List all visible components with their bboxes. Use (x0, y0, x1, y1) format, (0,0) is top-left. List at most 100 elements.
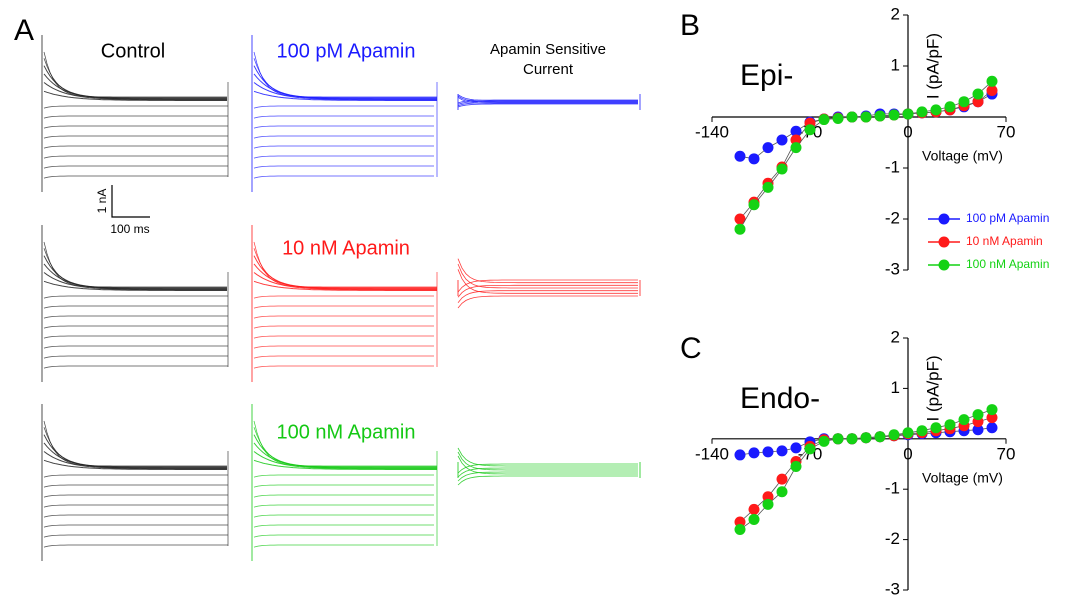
trace (457, 290, 638, 303)
data-point (776, 163, 788, 175)
trace (457, 96, 638, 104)
trace (43, 514, 228, 518)
data-point (846, 111, 858, 123)
data-point (944, 419, 956, 431)
trace (253, 315, 434, 319)
trace (253, 295, 434, 299)
trace (253, 51, 437, 98)
trace (43, 115, 228, 119)
data-point (762, 498, 774, 510)
trace (43, 135, 228, 139)
legend-label: 100 nM Apamin (966, 257, 1049, 271)
scale-bar (111, 185, 150, 218)
x-tick-label: 0 (903, 444, 912, 463)
trace (253, 325, 434, 329)
trace (253, 263, 437, 290)
data-point (748, 447, 760, 459)
trace (43, 325, 228, 329)
trace (43, 544, 228, 548)
data-point (762, 142, 774, 154)
trace (457, 455, 638, 475)
trace (253, 514, 434, 518)
trace (43, 248, 227, 289)
trace (457, 102, 638, 107)
x-axis-label: Voltage (mV) (922, 470, 1003, 486)
data-point (930, 422, 942, 434)
trace (43, 165, 228, 169)
trace (253, 58, 437, 99)
trace (43, 263, 227, 290)
data-point (748, 153, 760, 165)
trace (43, 534, 228, 538)
x-tick-label: 70 (997, 122, 1016, 141)
trace (43, 355, 228, 359)
trace (43, 295, 228, 299)
y-tick-label: -3 (885, 259, 900, 278)
trace (253, 155, 434, 159)
trace (43, 90, 227, 101)
y-tick-label: -2 (885, 529, 900, 548)
trace (43, 155, 228, 159)
data-point (916, 106, 928, 118)
trace (43, 272, 227, 291)
trace (253, 145, 434, 149)
trace (253, 534, 434, 538)
data-point (790, 142, 802, 154)
data-point (874, 110, 886, 122)
trace (43, 241, 227, 288)
scale-label: 100 ms (110, 222, 149, 236)
x-tick-label: -140 (695, 122, 729, 141)
trace (457, 99, 638, 104)
x-tick-label: -140 (695, 444, 729, 463)
column-title: Apamin Sensitive (490, 41, 606, 58)
data-point (972, 424, 984, 436)
x-tick-label: 70 (997, 444, 1016, 463)
data-point (748, 199, 760, 211)
trace (457, 451, 638, 471)
chart-title: Epi- (740, 59, 793, 92)
y-axis-label: I (pA/pF) (923, 33, 942, 99)
trace (253, 280, 437, 291)
y-tick-label: -1 (885, 479, 900, 498)
trace (253, 135, 434, 139)
y-tick-label: -2 (885, 208, 900, 227)
trace (253, 442, 437, 469)
trace (253, 73, 437, 100)
data-point (832, 433, 844, 445)
trace (43, 51, 227, 98)
trace (253, 451, 437, 470)
panel-label: C (680, 332, 702, 365)
trace (253, 524, 434, 528)
data-point (734, 449, 746, 461)
data-point (776, 486, 788, 498)
data-point (748, 503, 760, 515)
chart-title: Endo- (740, 382, 820, 415)
trace (253, 305, 434, 309)
trace (457, 94, 638, 102)
trace (253, 544, 434, 548)
trace (457, 103, 638, 108)
data-point (762, 181, 774, 193)
data-point (972, 88, 984, 100)
trace (457, 100, 638, 105)
trace (457, 467, 638, 478)
column-title: 100 pM Apamin (277, 40, 416, 62)
data-point (902, 427, 914, 439)
legend-label: 10 nM Apamin (966, 234, 1043, 248)
y-tick-label: 2 (891, 327, 900, 346)
trace (43, 345, 228, 349)
trace (43, 442, 227, 469)
trace (457, 258, 638, 284)
legend-marker (938, 259, 950, 271)
trace (43, 494, 228, 498)
scale-label: 1 nA (95, 189, 109, 214)
data-point (944, 101, 956, 113)
legend-marker (938, 236, 950, 248)
trace (43, 474, 228, 478)
trace (457, 471, 638, 482)
trace (253, 494, 434, 498)
data-point (762, 491, 774, 503)
y-tick-label: 2 (891, 4, 900, 23)
trace (43, 484, 228, 488)
column-title: 10 nM Apamin (282, 237, 410, 259)
